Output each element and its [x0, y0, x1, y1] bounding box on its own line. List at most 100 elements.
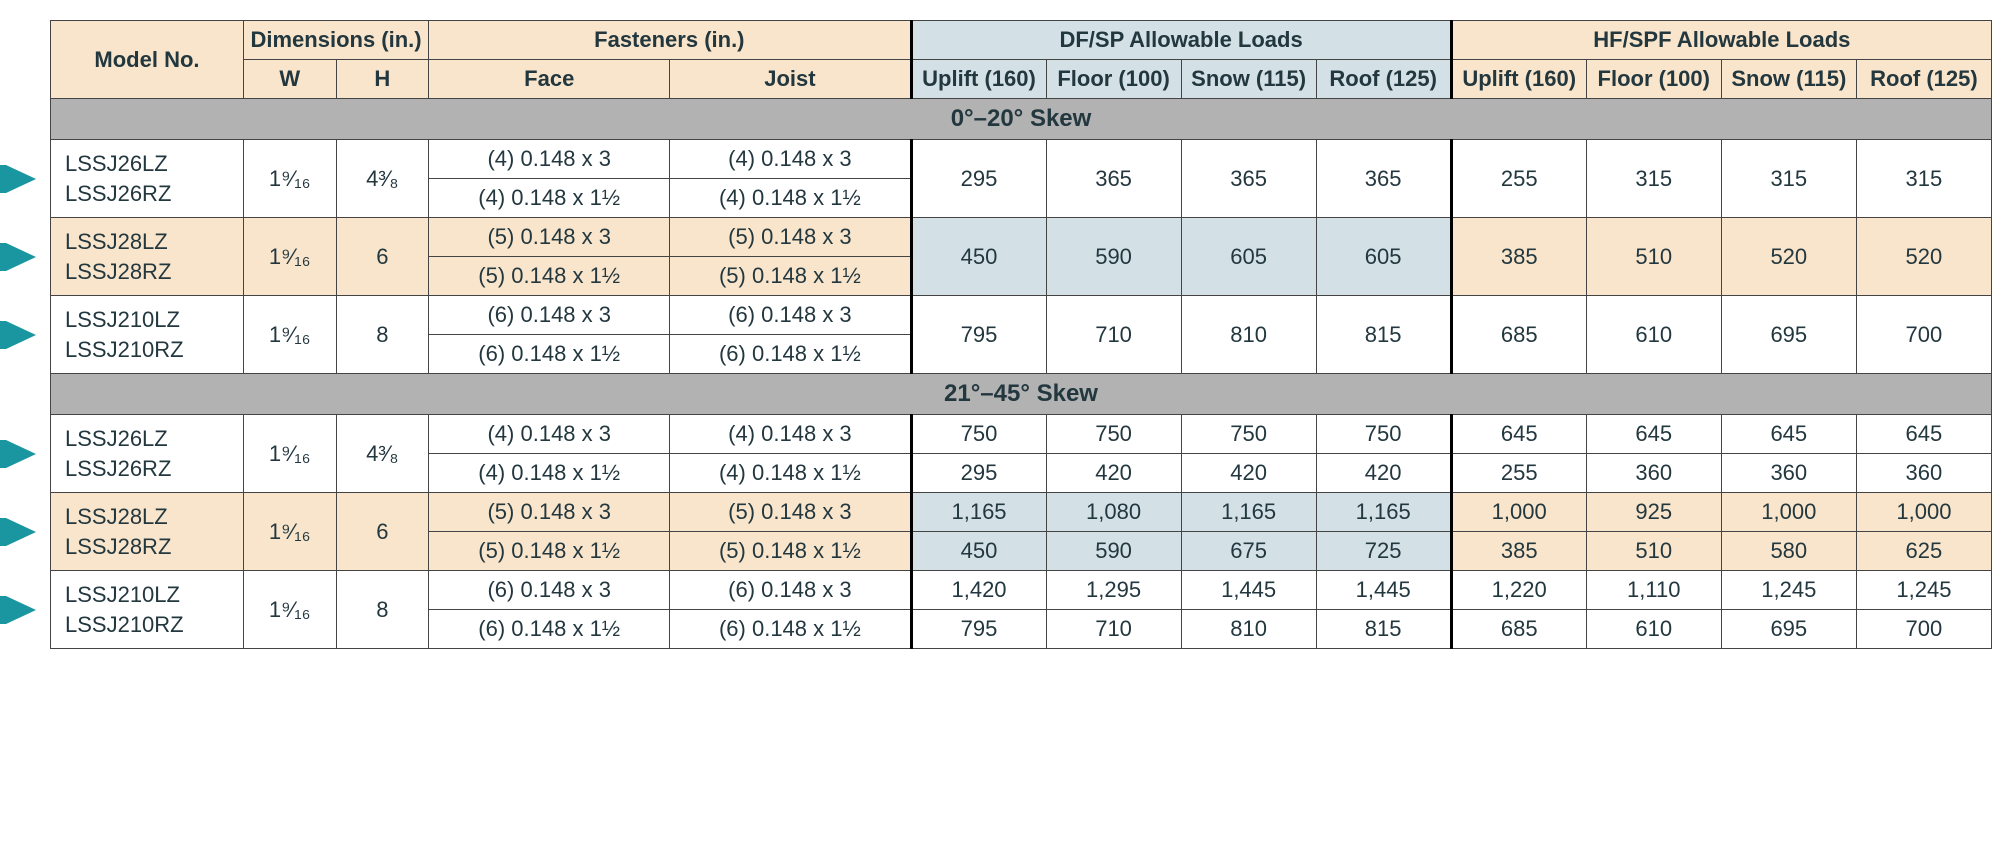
table-cell: 685 [1451, 296, 1586, 374]
row-marker-icon [6, 440, 36, 468]
table-cell: 450 [911, 218, 1046, 296]
table-cell: 1,220 [1451, 571, 1586, 610]
table-row: LSSJ28LZLSSJ28RZ1⁹⁄₁₆6(5) 0.148 x 3(5) 0… [51, 493, 1992, 532]
table-cell: 675 [1181, 532, 1316, 571]
table-cell: 1,295 [1046, 571, 1181, 610]
header-hfspf-snow: Snow (115) [1721, 60, 1856, 99]
table-cell: 645 [1721, 415, 1856, 454]
header-dfsp-snow: Snow (115) [1181, 60, 1316, 99]
table-cell: 795 [911, 610, 1046, 649]
table-cell: 700 [1856, 296, 1991, 374]
model-cell: LSSJ26LZLSSJ26RZ [51, 140, 244, 218]
table-cell: 810 [1181, 610, 1316, 649]
table-cell: 625 [1856, 532, 1991, 571]
table-cell: 700 [1856, 610, 1991, 649]
table-cell: 365 [1046, 140, 1181, 218]
table-cell: 925 [1586, 493, 1721, 532]
table-cell: (6) 0.148 x 1½ [429, 610, 670, 649]
table-cell: 295 [911, 140, 1046, 218]
table-cell: 815 [1316, 610, 1451, 649]
table-cell: 725 [1316, 532, 1451, 571]
table-cell: 610 [1586, 296, 1721, 374]
row-marker-icon [6, 243, 36, 271]
table-cell: (6) 0.148 x 1½ [670, 610, 911, 649]
table-cell: 1,165 [1316, 493, 1451, 532]
table-cell: 420 [1316, 454, 1451, 493]
table-cell: 4³⁄₈ [336, 140, 429, 218]
table-cell: (6) 0.148 x 3 [670, 296, 911, 335]
table-cell: 610 [1586, 610, 1721, 649]
table-cell: 385 [1451, 532, 1586, 571]
table-cell: 255 [1451, 140, 1586, 218]
table-cell: 4³⁄₈ [336, 415, 429, 493]
table-cell: 1,445 [1181, 571, 1316, 610]
table-cell: 360 [1856, 454, 1991, 493]
load-table: Model No. Dimensions (in.) Fasteners (in… [50, 20, 1992, 649]
header-hfspf-uplift: Uplift (160) [1451, 60, 1586, 99]
table-cell: 6 [336, 493, 429, 571]
table-cell: (5) 0.148 x 3 [429, 218, 670, 257]
table-cell: 315 [1586, 140, 1721, 218]
table-cell: (4) 0.148 x 3 [670, 415, 911, 454]
table-cell: 1,245 [1721, 571, 1856, 610]
table-cell: 510 [1586, 532, 1721, 571]
header-fasteners: Fasteners (in.) [429, 21, 911, 60]
header-h: H [336, 60, 429, 99]
table-row: LSSJ28LZLSSJ28RZ1⁹⁄₁₆6(5) 0.148 x 3(5) 0… [51, 218, 1992, 257]
table-cell: (4) 0.148 x 1½ [429, 454, 670, 493]
table-cell: 315 [1721, 140, 1856, 218]
table-cell: 685 [1451, 610, 1586, 649]
section-title: 21°–45° Skew [51, 374, 1992, 415]
table-cell: 420 [1046, 454, 1181, 493]
header-dfsp-roof: Roof (125) [1316, 60, 1451, 99]
table-cell: 1,110 [1586, 571, 1721, 610]
table-row: LSSJ26LZLSSJ26RZ1⁹⁄₁₆4³⁄₈(4) 0.148 x 3(4… [51, 140, 1992, 179]
table-cell: 385 [1451, 218, 1586, 296]
header-dfsp: DF/SP Allowable Loads [911, 21, 1451, 60]
table-cell: 1,165 [911, 493, 1046, 532]
section-header-row: 21°–45° Skew [51, 374, 1992, 415]
table-cell: 1⁹⁄₁₆ [243, 296, 336, 374]
table-cell: 1,165 [1181, 493, 1316, 532]
table-row: LSSJ210LZLSSJ210RZ1⁹⁄₁₆8(6) 0.148 x 3(6)… [51, 571, 1992, 610]
table-cell: 1⁹⁄₁₆ [243, 493, 336, 571]
table-cell: 1,245 [1856, 571, 1991, 610]
table-cell: (6) 0.148 x 1½ [670, 335, 911, 374]
table-cell: (5) 0.148 x 3 [670, 493, 911, 532]
row-marker-icon [6, 518, 36, 546]
table-cell: 605 [1316, 218, 1451, 296]
table-cell: 365 [1316, 140, 1451, 218]
table-cell: 710 [1046, 610, 1181, 649]
table-cell: 645 [1451, 415, 1586, 454]
table-cell: (6) 0.148 x 3 [429, 571, 670, 610]
table-cell: 8 [336, 296, 429, 374]
table-cell: 1,000 [1451, 493, 1586, 532]
table-cell: (5) 0.148 x 3 [429, 493, 670, 532]
table-cell: 750 [1046, 415, 1181, 454]
table-cell: 810 [1181, 296, 1316, 374]
table-cell: (5) 0.148 x 1½ [670, 532, 911, 571]
table-cell: 590 [1046, 218, 1181, 296]
table-cell: 580 [1721, 532, 1856, 571]
table-cell: 1⁹⁄₁₆ [243, 571, 336, 649]
model-cell: LSSJ210LZLSSJ210RZ [51, 296, 244, 374]
table-cell: 590 [1046, 532, 1181, 571]
table-cell: (6) 0.148 x 1½ [429, 335, 670, 374]
table-cell: (4) 0.148 x 3 [429, 140, 670, 179]
table-cell: 1⁹⁄₁₆ [243, 415, 336, 493]
header-model: Model No. [51, 21, 244, 99]
table-cell: 695 [1721, 296, 1856, 374]
header-dimensions: Dimensions (in.) [243, 21, 428, 60]
table-cell: 695 [1721, 610, 1856, 649]
table-header: Model No. Dimensions (in.) Fasteners (in… [51, 21, 1992, 99]
table-cell: (4) 0.148 x 3 [429, 415, 670, 454]
table-cell: 795 [911, 296, 1046, 374]
table-cell: 1⁹⁄₁₆ [243, 140, 336, 218]
header-w: W [243, 60, 336, 99]
table-cell: 360 [1721, 454, 1856, 493]
table-cell: 750 [1181, 415, 1316, 454]
table-cell: (5) 0.148 x 3 [670, 218, 911, 257]
header-face: Face [429, 60, 670, 99]
table-cell: 365 [1181, 140, 1316, 218]
header-joist: Joist [670, 60, 911, 99]
